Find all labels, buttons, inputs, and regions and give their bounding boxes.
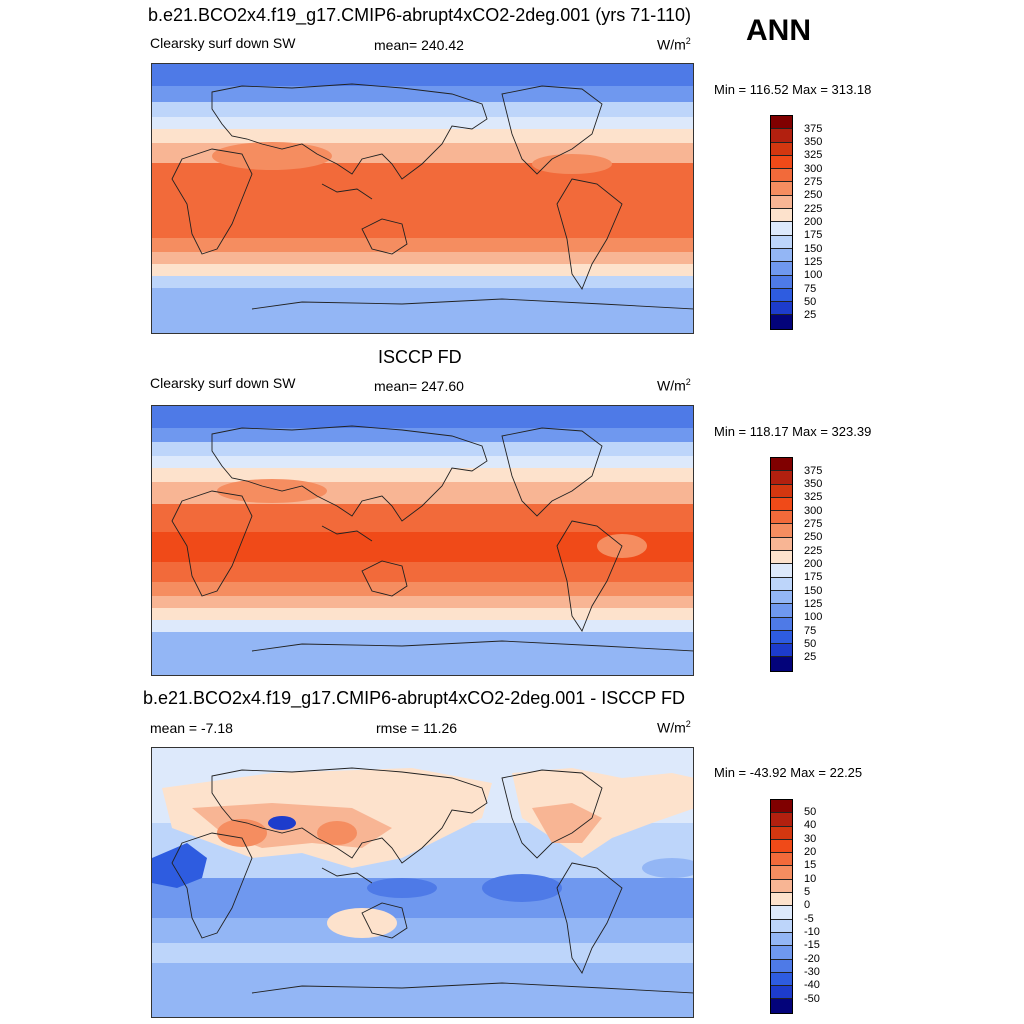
panel1-mean-label: mean= 240.42 [374, 37, 464, 53]
panel3-minmax: Min = -43.92 Max = 22.25 [714, 765, 863, 780]
panel1-units: W/m2 [657, 36, 691, 53]
cbar3-label: 50 [804, 806, 817, 818]
cbar1-label: 275 [804, 176, 823, 188]
cbar2-label: 150 [804, 585, 823, 597]
cbar2-label: 125 [804, 598, 823, 610]
cbar2-label: 200 [804, 558, 823, 570]
cbar3-label: -50 [804, 993, 820, 1005]
cbar3-label: -10 [804, 926, 820, 938]
cbar2-label: 225 [804, 545, 823, 557]
season-label: ANN [746, 14, 811, 47]
cbar2-label: 250 [804, 531, 823, 543]
cbar2-label: 100 [804, 611, 823, 623]
panel2-units: W/m2 [657, 377, 691, 394]
cbar3-label: 15 [804, 859, 817, 871]
panel3-mean-label: mean = -7.18 [150, 720, 233, 736]
cbar3-label: -20 [804, 953, 820, 965]
cbar2-label: 300 [804, 505, 823, 517]
panel3-units: W/m2 [657, 719, 691, 736]
cbar2-label: 25 [804, 651, 817, 663]
cbar1-label: 225 [804, 203, 823, 215]
cbar3-label: 10 [804, 873, 817, 885]
cbar3-label: 5 [804, 886, 811, 898]
cbar1-label: 375 [804, 123, 823, 135]
cbar2-label: 275 [804, 518, 823, 530]
cbar2-label: 350 [804, 478, 823, 490]
cbar1-label: 200 [804, 216, 823, 228]
panel2-minmax: Min = 118.17 Max = 323.39 [714, 424, 872, 439]
panel2-variable-label: Clearsky surf down SW [150, 375, 296, 391]
cbar3-label: 0 [804, 899, 811, 911]
panel3-rmse-label: rmse = 11.26 [376, 720, 458, 736]
cbar2-label: 75 [804, 625, 817, 637]
cbar1-label: 50 [804, 296, 817, 308]
cbar1-label: 350 [804, 136, 823, 148]
panel2-title: ISCCP FD [378, 347, 462, 367]
panel1-title: b.e21.BCO2x4.f19_g17.CMIP6-abrupt4xCO2-2… [148, 5, 691, 25]
cbar1-label: 325 [804, 149, 823, 161]
cbar1-label: 25 [804, 309, 817, 321]
cbar3-label: -40 [804, 979, 820, 991]
cbar2-label: 325 [804, 491, 823, 503]
cbar1-label: 150 [804, 243, 823, 255]
panel2-map [151, 405, 694, 676]
cbar1-label: 75 [804, 283, 817, 295]
panel1-colorbar [770, 115, 793, 330]
panel1-minmax: Min = 116.52 Max = 313.18 [714, 82, 872, 97]
panel3-title: b.e21.BCO2x4.f19_g17.CMIP6-abrupt4xCO2-2… [143, 688, 685, 708]
panel3-colorbar [770, 799, 793, 1014]
cbar2-label: 175 [804, 571, 823, 583]
cbar1-label: 300 [804, 163, 823, 175]
cbar3-label: -15 [804, 939, 820, 951]
panel2-mean-label: mean= 247.60 [374, 378, 464, 394]
cbar1-label: 250 [804, 189, 823, 201]
cbar3-label: 40 [804, 819, 817, 831]
cbar1-label: 175 [804, 229, 823, 241]
panel2-colorbar [770, 457, 793, 672]
panel3-map [151, 747, 694, 1018]
cbar3-label: 30 [804, 833, 817, 845]
cbar1-label: 100 [804, 269, 823, 281]
cbar2-label: 375 [804, 465, 823, 477]
panel1-variable-label: Clearsky surf down SW [150, 35, 296, 51]
cbar3-label: 20 [804, 846, 817, 858]
cbar3-label: -30 [804, 966, 820, 978]
cbar3-label: -5 [804, 913, 814, 925]
cbar1-label: 125 [804, 256, 823, 268]
cbar2-label: 50 [804, 638, 817, 650]
panel1-map [151, 63, 694, 334]
